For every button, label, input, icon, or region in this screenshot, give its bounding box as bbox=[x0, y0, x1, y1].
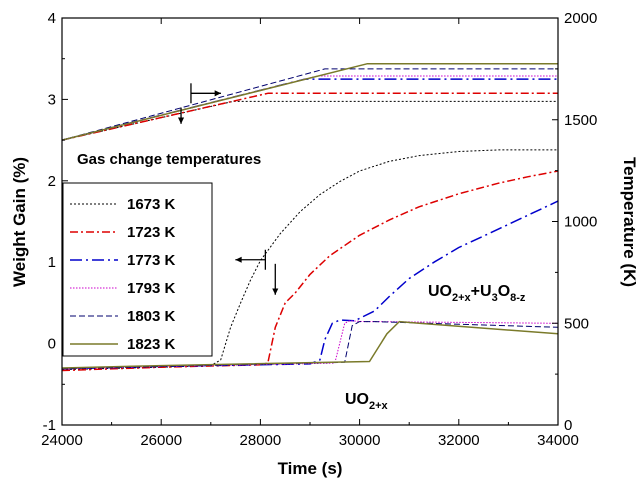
legend-box bbox=[62, 182, 213, 357]
legend-label: 1803 K bbox=[127, 308, 176, 325]
y-tick-label: -1 bbox=[43, 417, 56, 434]
y-tick-label: 0 bbox=[48, 336, 56, 353]
y2-tick-label: 500 bbox=[564, 315, 589, 332]
y2-tick-label: 2000 bbox=[564, 10, 597, 27]
x-tick-label: 24000 bbox=[41, 432, 83, 449]
y2-tick-label: 0 bbox=[564, 417, 572, 434]
y-axis-title: Weight Gain (%) bbox=[10, 157, 29, 287]
temperature-line-1803-k bbox=[62, 68, 558, 141]
temperature-line-1673-k bbox=[62, 100, 558, 141]
x-tick-label: 34000 bbox=[537, 432, 579, 449]
x-tick-label: 26000 bbox=[140, 432, 182, 449]
right-axis-arrow-head bbox=[214, 90, 221, 97]
legend-label: 1673 K bbox=[127, 196, 176, 213]
y-tick-label: 3 bbox=[48, 91, 56, 108]
y-tick-label: 1 bbox=[48, 254, 56, 271]
y2-axis-title: Temperature (K) bbox=[620, 157, 639, 287]
y-tick-label: 4 bbox=[48, 10, 56, 27]
y2-tick-label: 1000 bbox=[564, 214, 597, 231]
x-tick-label: 30000 bbox=[339, 432, 381, 449]
down-arrow-temperature-head bbox=[177, 117, 185, 124]
y2-tick-label: 1500 bbox=[564, 112, 597, 129]
weight-line-1793-k bbox=[62, 320, 558, 370]
annotation-single-phase: UO2+x bbox=[345, 391, 389, 412]
x-tick-label: 28000 bbox=[240, 432, 282, 449]
legend-label: 1793 K bbox=[127, 280, 176, 297]
temperature-line-1823-k bbox=[62, 63, 558, 141]
legend-title: Gas change temperatures bbox=[77, 151, 261, 168]
x-axis-title: Time (s) bbox=[278, 459, 343, 478]
x-tick-label: 32000 bbox=[438, 432, 480, 449]
weight-line-1673-k bbox=[62, 149, 558, 371]
temperature-line-1773-k bbox=[62, 78, 558, 141]
temperature-line-1793-k bbox=[62, 75, 558, 141]
down-arrow-weight-head bbox=[272, 288, 279, 295]
axes-layer: 24000 26000 28000 30000 32000 34000 -1 0 1 2 3 4 0 50… bbox=[41, 10, 597, 449]
series-layer bbox=[62, 63, 558, 372]
weight-line-1803-k bbox=[62, 321, 558, 370]
left-axis-arrow-head bbox=[235, 256, 242, 263]
legend-label: 1773 K bbox=[127, 252, 176, 269]
legend-label: 1823 K bbox=[127, 336, 176, 353]
weight-line-1823-k bbox=[62, 320, 558, 369]
weight-line-1723-k bbox=[62, 170, 558, 372]
y-tick-label: 2 bbox=[48, 173, 56, 190]
annotation-mixed-phase: UO2+x+U3O8-z bbox=[428, 283, 526, 304]
temperature-line-1723-k bbox=[62, 92, 558, 141]
legend: 1673 K 1723 K 1773 K 1793 K 1803 K 1823 K bbox=[62, 182, 213, 357]
legend-label: 1723 K bbox=[127, 224, 176, 241]
axis-indicator-arrows bbox=[177, 83, 279, 295]
